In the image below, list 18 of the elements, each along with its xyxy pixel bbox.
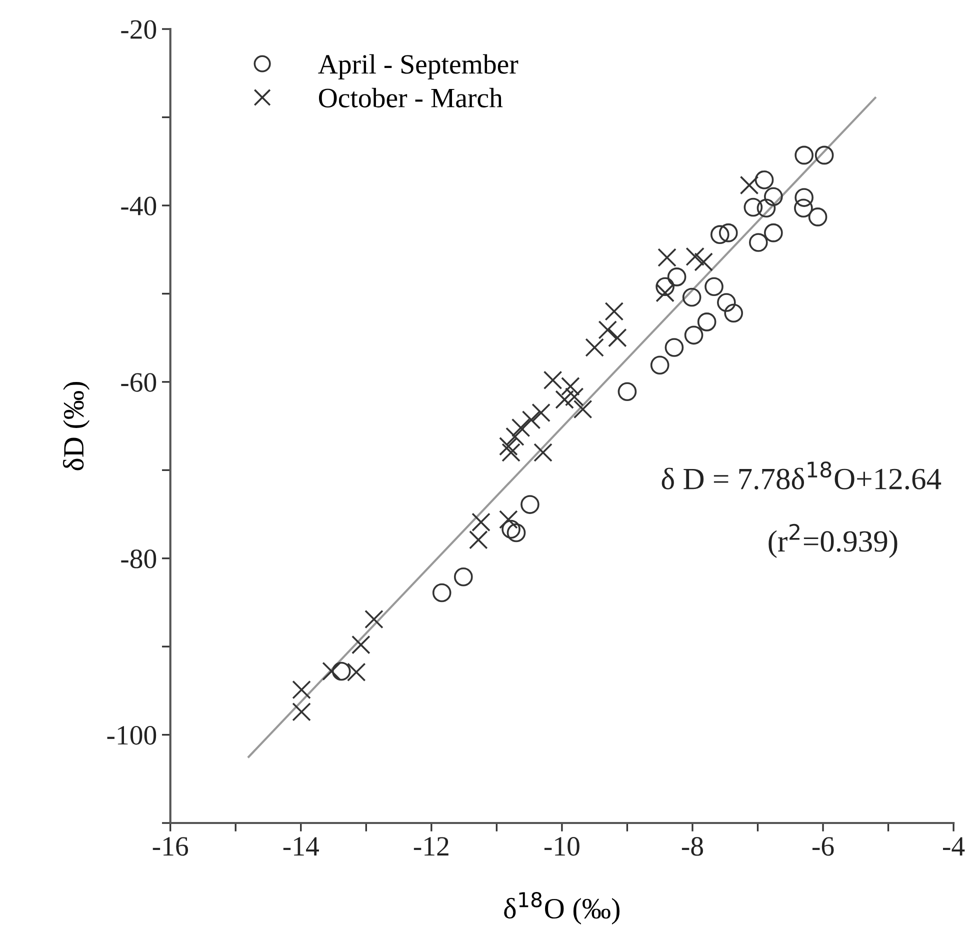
x-tick-label: -16	[152, 837, 188, 856]
annotation: δ D = 7.78δ$^{18}$O+12.64	[662, 461, 942, 490]
legend-label: October - March	[318, 88, 503, 108]
x-tick-label: -14	[283, 837, 319, 856]
x-tick-label: -4	[943, 837, 965, 856]
y-tick-label: -60	[121, 373, 156, 392]
annotation: (r$^{2}$=0.939)	[768, 524, 898, 558]
x-axis-title: δ$^{18}$O (‰)	[504, 892, 620, 924]
legend-label: April - September	[318, 54, 518, 80]
y-tick-label: -80	[121, 550, 156, 568]
x-tick-label: -6	[812, 837, 834, 856]
y-tick-label: -100	[107, 726, 156, 745]
y-axis-title: δD (‰)	[62, 382, 90, 470]
x-tick-label: -12	[414, 837, 448, 856]
x-tick-label: -8	[682, 837, 703, 856]
y-tick-label: -40	[121, 196, 156, 216]
x-tick-label: -10	[544, 837, 580, 856]
y-tick-label: -20	[121, 20, 156, 39]
